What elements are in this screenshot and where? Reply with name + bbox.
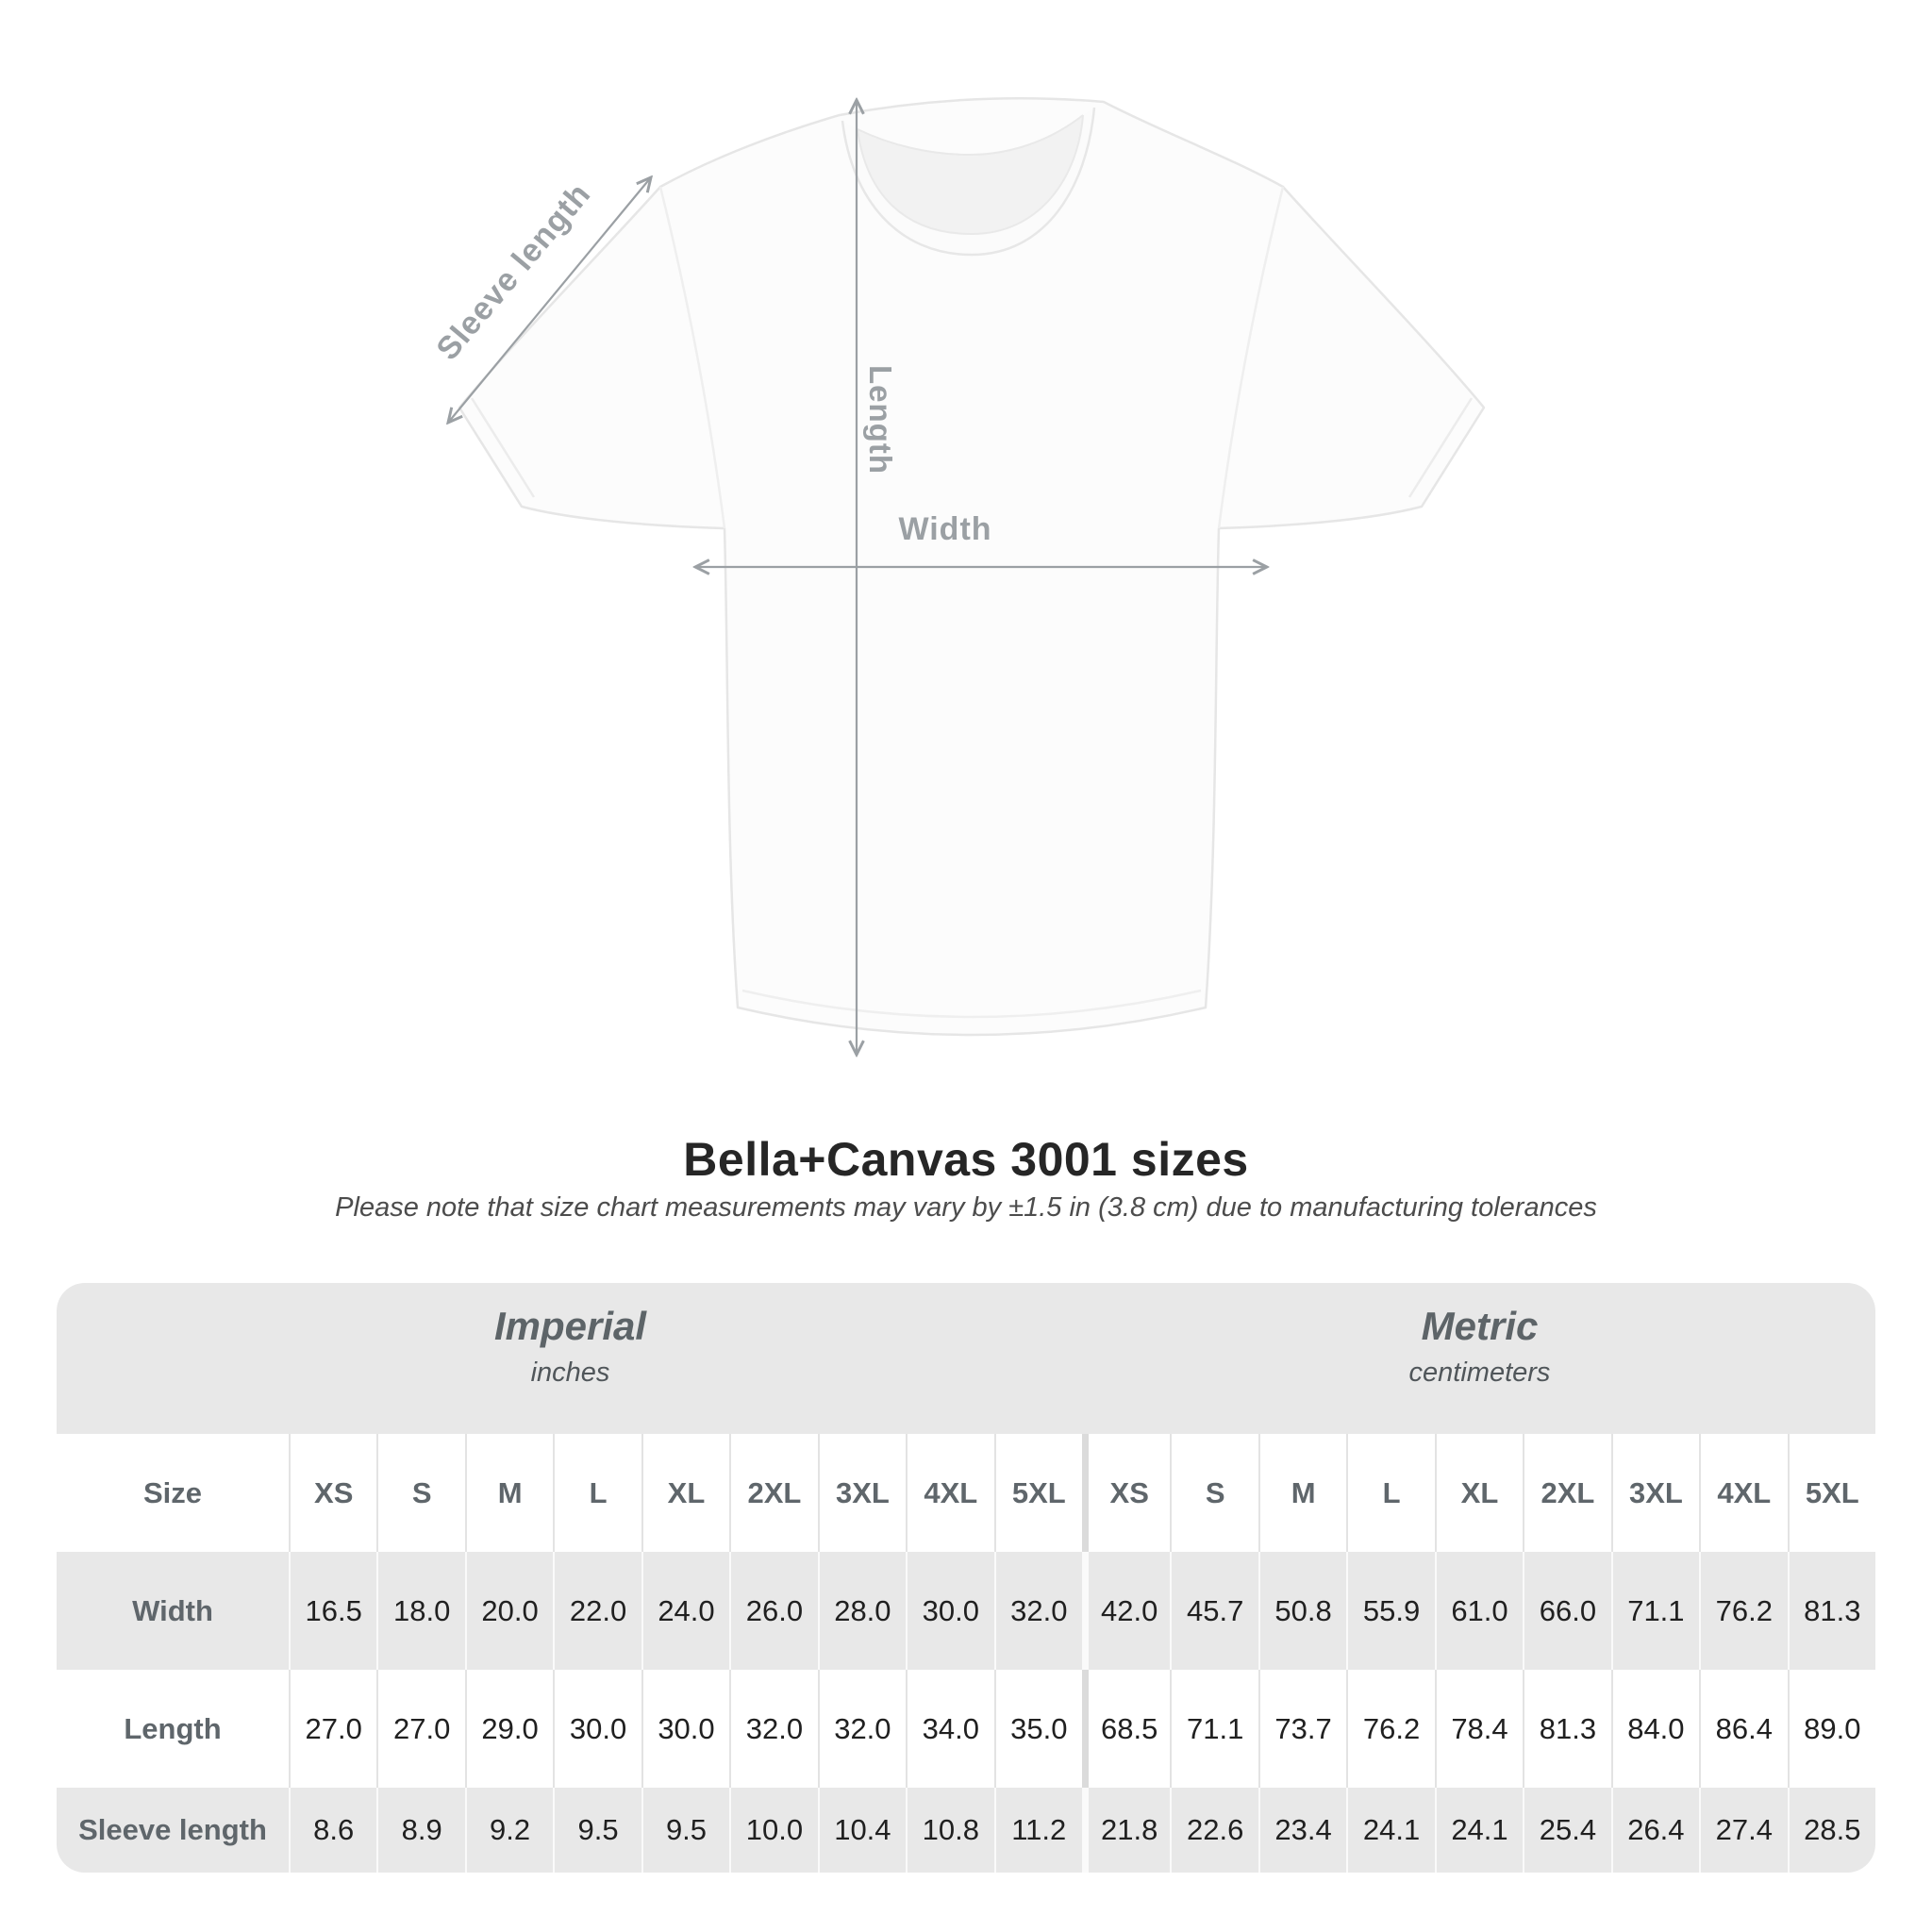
- size-header-metric-xl: XL: [1434, 1434, 1524, 1552]
- armhole-seam-left: [658, 186, 726, 529]
- size-value-cell: 27.4: [1699, 1788, 1788, 1873]
- size-value-cell: 55.9: [1346, 1552, 1435, 1670]
- metric-unit-label: centimeters: [1408, 1357, 1551, 1388]
- size-header-imperial-xl: XL: [641, 1434, 730, 1552]
- unit-group-metric: Metric centimeters: [1084, 1283, 1875, 1434]
- size-value-cell: 76.2: [1346, 1670, 1435, 1788]
- size-value-cell: 42.0: [1081, 1552, 1171, 1670]
- size-value-cell: 30.0: [553, 1670, 641, 1788]
- size-header-metric-xs: XS: [1081, 1434, 1171, 1552]
- size-table: Imperial inches Metric centimeters Size X…: [57, 1283, 1875, 1873]
- imperial-unit-label: inches: [530, 1357, 610, 1388]
- size-value-cell: 68.5: [1081, 1670, 1171, 1788]
- size-header-imperial-5xl: 5XL: [993, 1434, 1082, 1552]
- size-value-cell: 78.4: [1434, 1670, 1524, 1788]
- size-header-metric-4xl: 4XL: [1699, 1434, 1788, 1552]
- size-value-cell: 24.0: [641, 1552, 730, 1670]
- tshirt-measurement-diagram: Length Width Sleeve length: [429, 96, 1486, 1140]
- size-value-cell: 9.5: [553, 1788, 641, 1873]
- size-value-cell: 86.4: [1699, 1670, 1788, 1788]
- back-collar-seam: [857, 114, 1084, 157]
- size-value-cell: 26.0: [729, 1552, 818, 1670]
- size-value-cell: 66.0: [1523, 1552, 1611, 1670]
- size-value-cell: 10.0: [729, 1788, 818, 1873]
- size-header-imperial-4xl: 4XL: [906, 1434, 994, 1552]
- width-label: Width: [898, 511, 991, 547]
- size-value-cell: 26.4: [1610, 1788, 1700, 1873]
- armhole-seam-right: [1217, 186, 1285, 529]
- size-header-imperial-xs: XS: [289, 1434, 377, 1552]
- size-value-cell: 34.0: [906, 1670, 994, 1788]
- size-value-cell: 71.1: [1610, 1552, 1700, 1670]
- size-value-cell: 30.0: [906, 1552, 994, 1670]
- size-value-cell: 81.3: [1523, 1670, 1611, 1788]
- size-header-metric-5xl: 5XL: [1787, 1434, 1875, 1552]
- unit-header-band: Imperial inches Metric centimeters: [57, 1283, 1875, 1434]
- size-value-cell: 22.0: [553, 1552, 641, 1670]
- size-value-cell: 9.2: [464, 1788, 554, 1873]
- unit-group-imperial: Imperial inches: [57, 1283, 1084, 1434]
- size-value-cell: 9.5: [641, 1788, 730, 1873]
- size-value-cell: 28.0: [817, 1552, 907, 1670]
- page-title: Bella+Canvas 3001 sizes: [683, 1133, 1249, 1186]
- size-value-cell: 76.2: [1699, 1552, 1788, 1670]
- size-header-metric-s: S: [1170, 1434, 1258, 1552]
- size-header-imperial-2xl: 2XL: [729, 1434, 818, 1552]
- neck-opening: [858, 115, 1083, 234]
- size-value-cell: 27.0: [376, 1670, 465, 1788]
- size-header-imperial-s: S: [376, 1434, 465, 1552]
- sleeve-length-arrow: [448, 177, 651, 423]
- row-label-sleeve-length: Sleeve length: [57, 1788, 289, 1873]
- size-value-cell: 16.5: [289, 1552, 377, 1670]
- size-value-cell: 20.0: [464, 1552, 554, 1670]
- hem-seam: [741, 989, 1202, 1019]
- size-value-cell: 61.0: [1434, 1552, 1524, 1670]
- row-label-length: Length: [57, 1670, 289, 1788]
- collar-band: [842, 108, 1094, 255]
- page-subtitle: Please note that size chart measurements…: [335, 1192, 1597, 1223]
- size-value-cell: 25.4: [1523, 1788, 1611, 1873]
- size-value-cell: 35.0: [993, 1670, 1082, 1788]
- size-header-metric-m: M: [1257, 1434, 1347, 1552]
- size-value-cell: 22.6: [1170, 1788, 1258, 1873]
- size-value-cell: 32.0: [817, 1670, 907, 1788]
- size-header-imperial-3xl: 3XL: [817, 1434, 907, 1552]
- size-value-cell: 30.0: [641, 1670, 730, 1788]
- row-label-width: Width: [57, 1552, 289, 1670]
- size-value-cell: 32.0: [993, 1552, 1082, 1670]
- size-value-cell: 24.1: [1434, 1788, 1524, 1873]
- size-header-metric-l: L: [1346, 1434, 1435, 1552]
- size-value-cell: 21.8: [1081, 1788, 1171, 1873]
- size-grid: Size XS S M L XL 2XL 3XL 4XL 5XL XS S M L XL 2XL 3XL 4XL 5…: [57, 1434, 1875, 1873]
- cuff-seam-right: [1407, 397, 1474, 498]
- size-value-cell: 23.4: [1257, 1788, 1347, 1873]
- size-value-cell: 71.1: [1170, 1670, 1258, 1788]
- size-header-imperial-l: L: [553, 1434, 641, 1552]
- size-header-metric-2xl: 2XL: [1523, 1434, 1611, 1552]
- size-value-cell: 84.0: [1610, 1670, 1700, 1788]
- size-value-cell: 45.7: [1170, 1552, 1258, 1670]
- size-column-header: Size: [57, 1434, 289, 1552]
- size-value-cell: 28.5: [1787, 1788, 1875, 1873]
- size-value-cell: 50.8: [1257, 1552, 1347, 1670]
- size-value-cell: 32.0: [729, 1670, 818, 1788]
- size-header-imperial-m: M: [464, 1434, 554, 1552]
- size-value-cell: 89.0: [1787, 1670, 1875, 1788]
- size-value-cell: 29.0: [464, 1670, 554, 1788]
- size-value-cell: 73.7: [1257, 1670, 1347, 1788]
- length-label: Length: [863, 365, 898, 475]
- metric-header: Metric: [1421, 1304, 1539, 1348]
- imperial-header: Imperial: [493, 1304, 647, 1348]
- size-value-cell: 27.0: [289, 1670, 377, 1788]
- collar-inner-seam: [857, 114, 1084, 236]
- size-value-cell: 11.2: [993, 1788, 1082, 1873]
- size-value-cell: 10.4: [817, 1788, 907, 1873]
- size-value-cell: 8.6: [289, 1788, 377, 1873]
- size-value-cell: 24.1: [1346, 1788, 1435, 1873]
- size-value-cell: 8.9: [376, 1788, 465, 1873]
- size-header-metric-3xl: 3XL: [1610, 1434, 1700, 1552]
- size-value-cell: 18.0: [376, 1552, 465, 1670]
- size-value-cell: 81.3: [1787, 1552, 1875, 1670]
- size-value-cell: 10.8: [906, 1788, 994, 1873]
